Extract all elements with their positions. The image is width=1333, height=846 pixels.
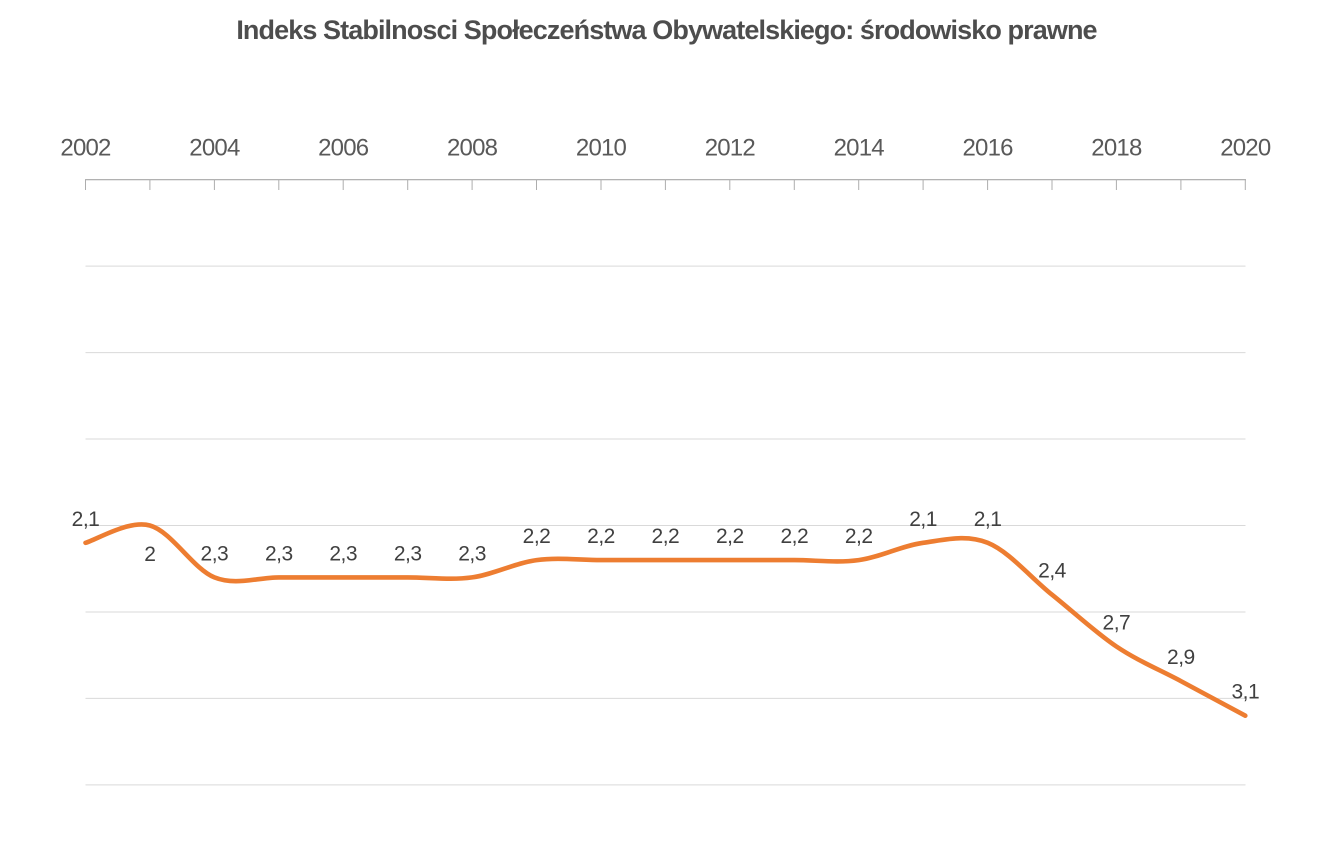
svg-text:2006: 2006 <box>318 135 369 162</box>
svg-text:2,4: 2,4 <box>1038 560 1067 583</box>
svg-text:3,1: 3,1 <box>1231 681 1259 704</box>
svg-text:2,2: 2,2 <box>587 525 615 548</box>
svg-text:2,3: 2,3 <box>458 542 486 565</box>
svg-text:2012: 2012 <box>705 135 756 162</box>
svg-text:2,1: 2,1 <box>974 508 1002 531</box>
svg-text:2,1: 2,1 <box>909 508 937 531</box>
svg-text:2008: 2008 <box>447 135 498 162</box>
svg-text:2,9: 2,9 <box>1167 646 1195 669</box>
svg-text:2,2: 2,2 <box>845 525 873 548</box>
svg-text:2014: 2014 <box>834 135 885 162</box>
svg-text:2,3: 2,3 <box>201 542 229 565</box>
svg-text:2020: 2020 <box>1220 135 1271 162</box>
svg-text:2,3: 2,3 <box>265 542 293 565</box>
svg-text:2: 2 <box>144 543 155 566</box>
svg-text:2,2: 2,2 <box>652 525 680 548</box>
svg-text:2,1: 2,1 <box>72 508 100 531</box>
svg-text:2,7: 2,7 <box>1103 612 1131 635</box>
svg-text:2,2: 2,2 <box>780 525 808 548</box>
svg-text:2002: 2002 <box>60 135 111 162</box>
svg-text:2016: 2016 <box>962 135 1013 162</box>
svg-text:2010: 2010 <box>576 135 627 162</box>
svg-text:2004: 2004 <box>189 135 240 162</box>
svg-text:2,2: 2,2 <box>523 525 551 548</box>
svg-text:2,2: 2,2 <box>716 525 744 548</box>
svg-text:2018: 2018 <box>1091 135 1142 162</box>
svg-text:2,3: 2,3 <box>329 542 357 565</box>
svg-text:2,3: 2,3 <box>394 542 422 565</box>
